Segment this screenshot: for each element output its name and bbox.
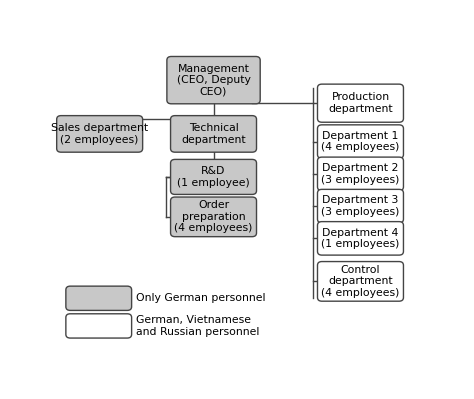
FancyBboxPatch shape	[57, 116, 143, 152]
FancyBboxPatch shape	[318, 125, 403, 158]
Text: Management
(CEO, Deputy
CEO): Management (CEO, Deputy CEO)	[177, 63, 250, 97]
Text: Department 4
(1 employees): Department 4 (1 employees)	[321, 227, 400, 249]
Text: R&D
(1 employee): R&D (1 employee)	[177, 166, 250, 188]
FancyBboxPatch shape	[318, 157, 403, 191]
FancyBboxPatch shape	[318, 262, 403, 301]
FancyBboxPatch shape	[66, 286, 132, 310]
Text: Department 1
(4 employees): Department 1 (4 employees)	[321, 131, 400, 152]
Text: Order
preparation
(4 employees): Order preparation (4 employees)	[174, 200, 253, 233]
FancyBboxPatch shape	[318, 190, 403, 223]
Text: Only German personnel: Only German personnel	[137, 293, 266, 303]
FancyBboxPatch shape	[171, 197, 256, 237]
Text: Department 2
(3 employees): Department 2 (3 employees)	[321, 163, 400, 185]
Text: German, Vietnamese
and Russian personnel: German, Vietnamese and Russian personnel	[137, 315, 260, 337]
Text: Control
department
(4 employees): Control department (4 employees)	[321, 265, 400, 298]
Text: Sales department
(2 employees): Sales department (2 employees)	[51, 123, 148, 145]
Text: Technical
department: Technical department	[181, 123, 246, 145]
FancyBboxPatch shape	[318, 84, 403, 122]
FancyBboxPatch shape	[66, 314, 132, 338]
FancyBboxPatch shape	[171, 116, 256, 152]
FancyBboxPatch shape	[167, 57, 260, 104]
FancyBboxPatch shape	[318, 221, 403, 255]
FancyBboxPatch shape	[171, 160, 256, 194]
Text: Production
department: Production department	[328, 93, 393, 114]
Text: Department 3
(3 employees): Department 3 (3 employees)	[321, 195, 400, 217]
